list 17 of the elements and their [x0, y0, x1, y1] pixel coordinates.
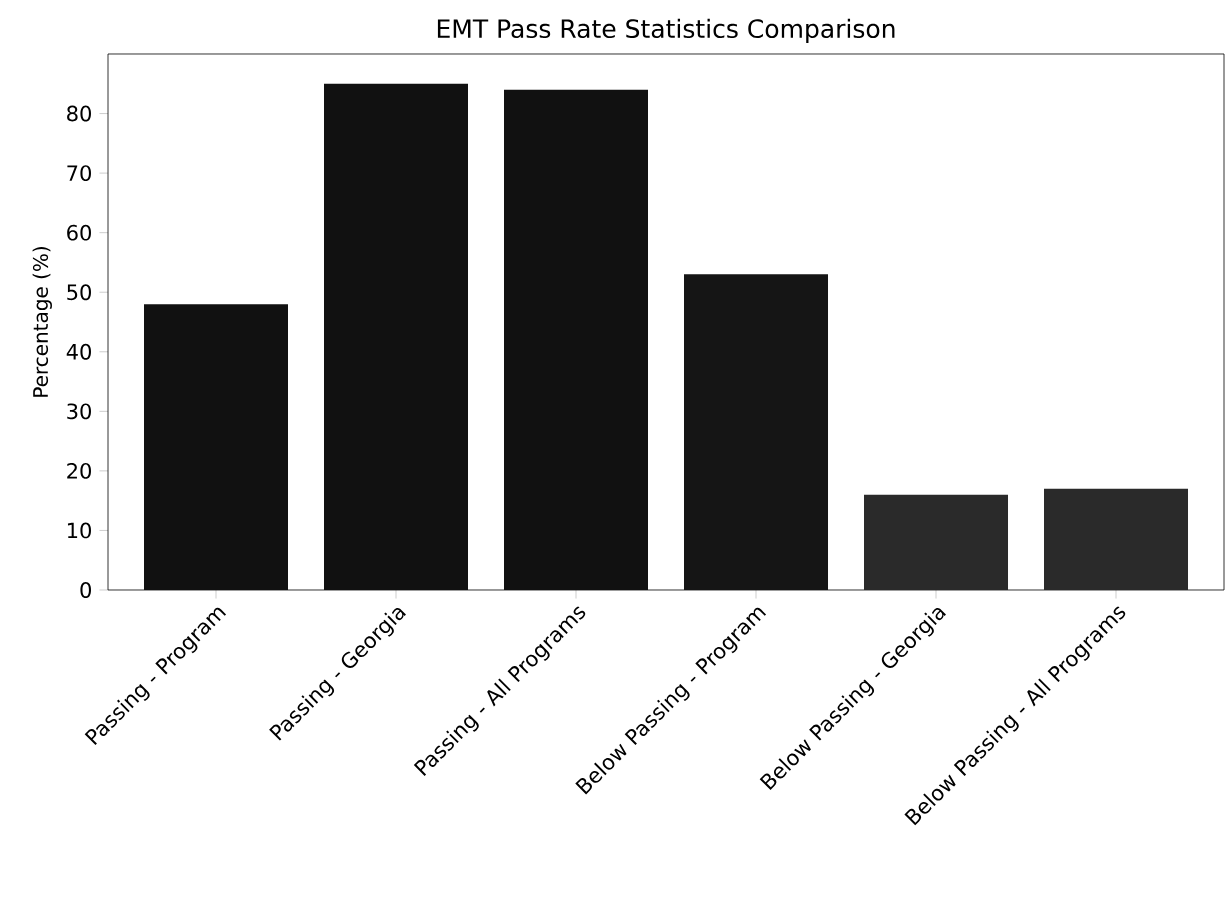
y-tick-label: 50	[67, 284, 91, 301]
bar	[684, 274, 829, 590]
y-tick-label: 30	[67, 403, 91, 420]
chart-title: EMT Pass Rate Statistics Comparison	[437, 18, 895, 43]
bar	[144, 304, 288, 590]
y-axis-title: Percentage (%)	[32, 247, 52, 397]
y-tick-label: 80	[67, 105, 91, 122]
bar	[864, 494, 1009, 590]
bar	[324, 83, 468, 590]
bar	[1044, 488, 1189, 590]
y-tick-label: 20	[67, 462, 91, 479]
y-tick-label: 40	[66, 343, 91, 360]
y-tick-label: 60	[67, 224, 91, 241]
y-tick-label: 0	[80, 582, 91, 598]
y-tick-label: 70	[67, 165, 91, 182]
y-tick-label: 10	[67, 522, 91, 539]
bar	[504, 89, 648, 590]
